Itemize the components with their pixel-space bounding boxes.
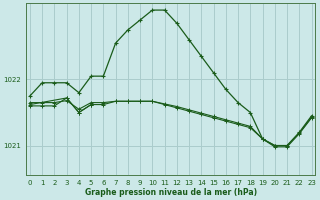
X-axis label: Graphe pression niveau de la mer (hPa): Graphe pression niveau de la mer (hPa) [85, 188, 257, 197]
